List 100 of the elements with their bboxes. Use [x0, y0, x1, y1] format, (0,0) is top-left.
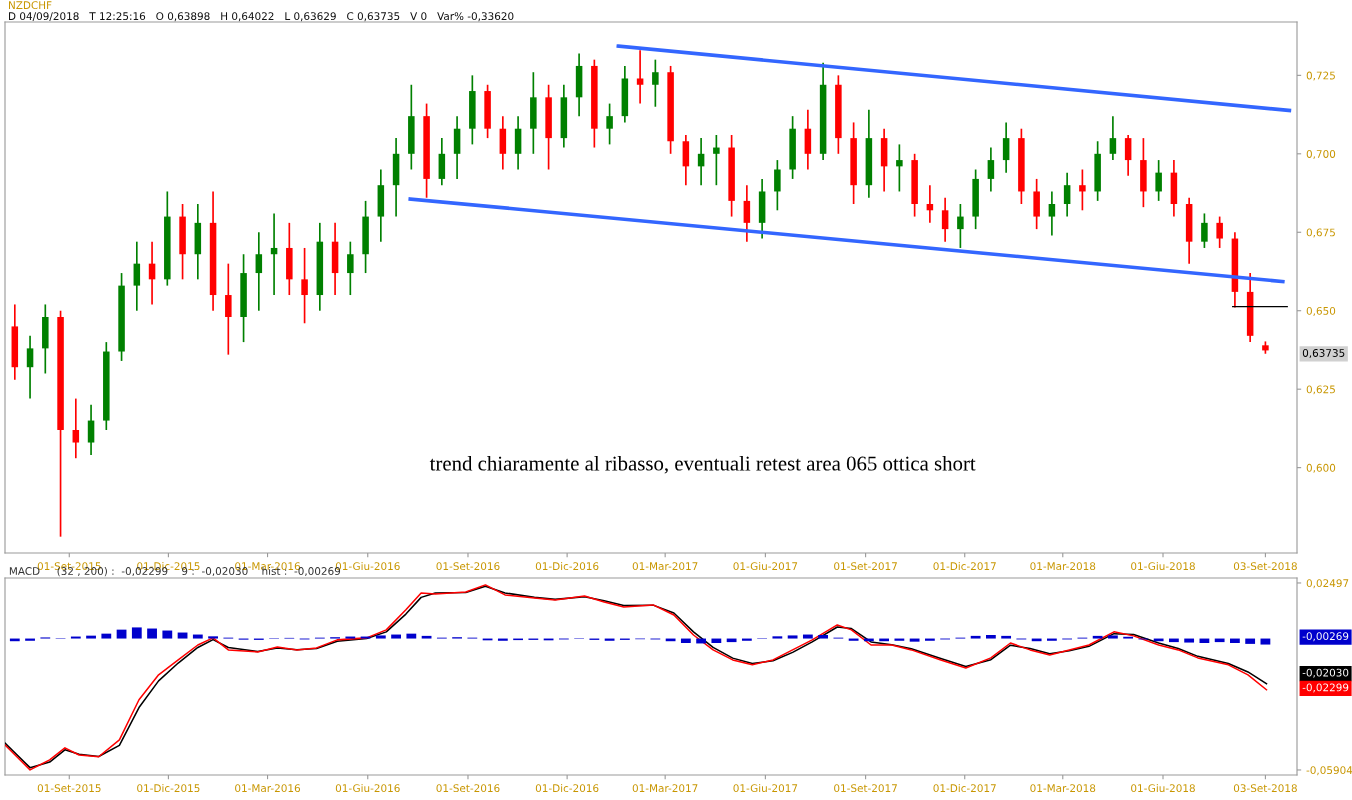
bar [1260, 638, 1271, 645]
x-tick-label: 03-Set-2018 [1233, 562, 1297, 571]
bar [1245, 638, 1256, 644]
bar [192, 634, 203, 639]
candlestick [1201, 212, 1208, 249]
x-tick-label: 03-Set-2018 [1233, 784, 1297, 793]
bar [360, 636, 371, 639]
candlestick [941, 196, 949, 243]
bar [1107, 635, 1118, 639]
candlestick [301, 247, 308, 325]
x-tick-label: 01-Dic-2017 [933, 784, 996, 793]
x-tick-label: 01-Mar-2017 [632, 784, 698, 793]
x-tick-label: 01-Mar-2016 [235, 784, 301, 793]
candlestick [987, 146, 995, 193]
x-tick-label: 01-Giu-2018 [1131, 562, 1195, 571]
candlestick [133, 240, 141, 312]
y-tick-label: 0,700 [1306, 150, 1336, 159]
y-tick-label: 0,625 [1306, 385, 1335, 395]
bar [787, 635, 798, 639]
bar [1230, 638, 1240, 643]
x-tick-label: 01-Set-2015 [37, 784, 101, 793]
bar [1092, 635, 1103, 639]
bar [116, 629, 127, 639]
bar [711, 638, 722, 643]
y-tick-label: 0,675 [1306, 228, 1335, 238]
bar [497, 638, 508, 641]
text: -0,02030 [1302, 668, 1349, 678]
bar [131, 627, 142, 639]
bar [848, 638, 859, 641]
bar [818, 634, 829, 639]
bar [406, 633, 417, 639]
candlestick [26, 334, 34, 400]
x-tick-label: 01-Giu-2018 [1131, 784, 1195, 793]
bar [208, 636, 218, 639]
y-tick-label: 0,600 [1306, 463, 1336, 473]
x-tick-label: 01-Set-2016 [436, 562, 500, 571]
bar [391, 634, 401, 639]
x-tick-label: 01-Set-2017 [834, 562, 897, 571]
candlestick [255, 231, 263, 312]
bar [162, 630, 173, 639]
x-tick-label: 01-Mar-2018 [1030, 784, 1096, 793]
annotation: trend chiaramente al ribasso, eventuali retest area 065 ottica short [429, 455, 976, 474]
text: -0,00269 [1302, 632, 1349, 642]
x-tick-label: 01-Set-2017 [834, 784, 897, 793]
candlestick [72, 397, 80, 460]
bar [741, 638, 752, 641]
x-tick-label: 01-Mar-2017 [632, 562, 698, 571]
bar [1046, 638, 1057, 641]
bar [909, 638, 920, 642]
candlestick [87, 404, 95, 456]
y-tick-label: 0,725 [1306, 71, 1335, 81]
text: -0,02299 [1302, 683, 1349, 693]
candlestick [636, 49, 644, 105]
y-tick-label: -0,05904 [1306, 766, 1352, 776]
y-tick-label: 0,650 [1306, 306, 1336, 316]
x-tick-label: 01-Giu-2017 [733, 562, 798, 571]
candlestick [957, 203, 964, 249]
bar [147, 628, 157, 639]
bar [1001, 635, 1012, 639]
candlestick [225, 262, 232, 356]
bar [1184, 638, 1195, 643]
bar [345, 636, 356, 639]
bar [970, 635, 981, 639]
candlestick [1124, 134, 1132, 177]
bar [101, 633, 112, 639]
bar [604, 638, 615, 641]
x-tick-label: 01-Giu-2017 [733, 784, 798, 793]
candlestick [896, 143, 903, 193]
bar [924, 638, 935, 641]
candlestick [1216, 215, 1223, 249]
x-tick-label: 01-Giu-2016 [335, 784, 400, 793]
y-tick-label: 0,02497 [1306, 579, 1349, 589]
bar [86, 635, 96, 639]
x-tick-label: 01-Dic-2016 [535, 562, 599, 571]
x-tick-label: 01-Mar-2018 [1030, 562, 1096, 571]
x-tick-label: 01-Dic-2016 [535, 784, 599, 793]
candlestick [652, 58, 659, 108]
bar [375, 635, 386, 639]
bar [802, 634, 813, 639]
candlestick [1002, 121, 1010, 174]
candlestick [774, 159, 781, 212]
bar [894, 638, 905, 641]
bar [985, 634, 996, 639]
x-tick-label: 01-Dic-2017 [933, 562, 996, 571]
candlestick [1109, 115, 1117, 161]
x-tick-label: 01-Dic-2015 [137, 784, 200, 793]
bar [421, 635, 432, 639]
candlestick [713, 134, 720, 187]
bar [177, 632, 188, 639]
candlestick [347, 240, 354, 296]
bar [25, 638, 35, 641]
candlestick [1155, 159, 1162, 202]
candlestick [1048, 190, 1056, 237]
candlestick [1079, 168, 1086, 212]
candlestick [606, 102, 613, 146]
bar [70, 636, 81, 639]
bar [680, 638, 691, 643]
x-tick-label: 01-Set-2016 [436, 784, 500, 793]
bar [772, 636, 783, 639]
chart-title: NZDCHF [9, 1, 52, 10]
